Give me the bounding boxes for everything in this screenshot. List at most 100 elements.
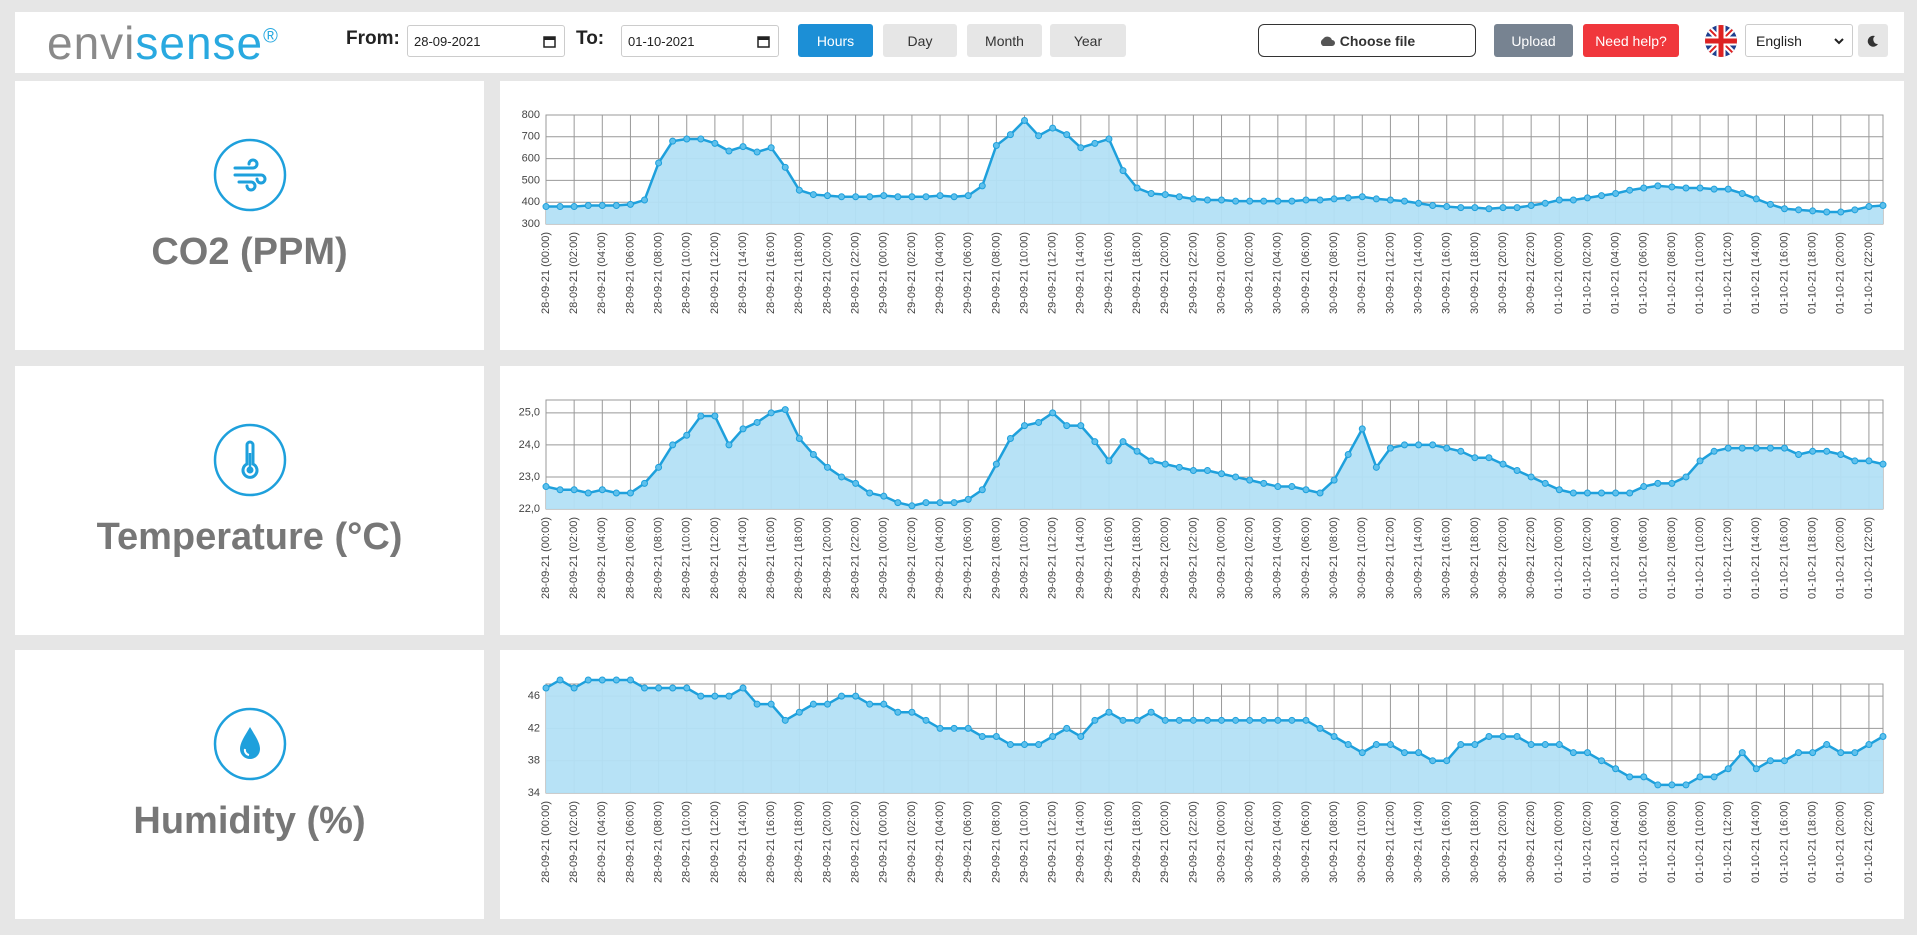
x-tick-label: 30-09-21 (16:00) <box>1441 801 1453 883</box>
point <box>838 193 846 201</box>
point <box>1035 132 1043 140</box>
day-button[interactable]: Day <box>883 24 957 57</box>
point <box>725 147 733 155</box>
point <box>1147 189 1155 197</box>
point <box>781 163 789 171</box>
point <box>1344 451 1352 458</box>
point <box>1598 489 1606 497</box>
point <box>1443 757 1451 765</box>
x-tick-label: 01-10-21 (14:00) <box>1750 517 1762 599</box>
to-date[interactable]: 01-10-2021 <box>621 25 779 57</box>
x-tick-label: 01-10-21 (22:00) <box>1863 517 1875 599</box>
point <box>1386 444 1394 452</box>
co2-chart-panel: 300 400 500 600 700 800 28-09-21 (00:00) 28-09-… <box>500 81 1904 350</box>
point <box>1738 749 1746 757</box>
point <box>1823 208 1831 216</box>
from-date[interactable]: 28-09-2021 <box>407 25 565 57</box>
x-tick-label: 29-09-21 (20:00) <box>1159 517 1171 599</box>
point <box>1344 194 1352 202</box>
x-tick-label: 01-10-21 (20:00) <box>1835 801 1847 883</box>
point <box>1823 741 1831 749</box>
x-tick-label: 30-09-21 (06:00) <box>1300 517 1312 599</box>
y-tick-label: 23,0 <box>519 471 540 483</box>
x-tick-label: 01-10-21 (04:00) <box>1610 232 1622 314</box>
x-tick-label: 29-09-21 (22:00) <box>1187 801 1199 883</box>
point <box>1316 196 1324 204</box>
flag-icon[interactable] <box>1705 25 1737 57</box>
help-button[interactable]: Need help? <box>1583 24 1679 57</box>
point <box>936 724 944 732</box>
x-tick-label: 29-09-21 (00:00) <box>878 801 890 883</box>
hours-button[interactable]: Hours <box>798 24 873 57</box>
point <box>697 692 705 700</box>
point <box>1203 716 1211 724</box>
upload-button[interactable]: Upload <box>1494 24 1573 57</box>
point <box>978 486 986 494</box>
month-button[interactable]: Month <box>967 24 1042 57</box>
point <box>908 193 916 201</box>
point <box>809 191 817 199</box>
x-tick-label: 30-09-21 (16:00) <box>1441 232 1453 314</box>
point <box>1133 447 1141 455</box>
x-tick-label: 29-09-21 (02:00) <box>906 801 918 883</box>
point <box>1696 773 1704 781</box>
to-label: To: <box>576 28 605 49</box>
point <box>1682 781 1690 789</box>
x-tick-label: 29-09-21 (06:00) <box>962 232 974 314</box>
point <box>1851 749 1859 757</box>
point <box>1513 732 1521 740</box>
point <box>866 193 874 201</box>
x-tick-label: 28-09-21 (06:00) <box>624 801 636 883</box>
x-tick-label: 01-10-21 (14:00) <box>1750 801 1762 883</box>
x-tick-label: 30-09-21 (22:00) <box>1525 517 1537 599</box>
logo-part: sense <box>135 17 264 69</box>
point <box>655 684 663 692</box>
point <box>866 700 874 708</box>
x-tick-label: 29-09-21 (02:00) <box>906 232 918 314</box>
point <box>1513 204 1521 212</box>
point <box>1203 467 1211 475</box>
point <box>852 692 860 700</box>
point <box>809 451 817 458</box>
language-select[interactable]: English <box>1745 24 1853 57</box>
point <box>1246 197 1254 205</box>
point <box>781 716 789 724</box>
x-tick-label: 01-10-21 (18:00) <box>1807 232 1819 314</box>
point <box>1499 204 1507 212</box>
point <box>1049 409 1057 417</box>
point <box>1457 447 1465 455</box>
point <box>852 479 860 487</box>
point <box>1527 741 1535 749</box>
x-tick-label: 28-09-21 (12:00) <box>709 801 721 883</box>
point <box>978 732 986 740</box>
year-button[interactable]: Year <box>1050 24 1126 57</box>
point <box>1541 741 1549 749</box>
x-tick-label: 28-09-21 (10:00) <box>681 517 693 599</box>
point <box>795 186 803 194</box>
point <box>1527 201 1535 209</box>
point <box>1555 486 1563 494</box>
point <box>1063 724 1071 732</box>
point <box>1063 131 1071 139</box>
y-tick-label: 24,0 <box>519 439 540 451</box>
y-tick-label: 46 <box>528 690 540 702</box>
point <box>1879 201 1887 209</box>
point <box>1372 195 1380 203</box>
point <box>964 192 972 200</box>
x-tick-label: 30-09-21 (10:00) <box>1356 232 1368 314</box>
x-tick-label: 01-10-21 (10:00) <box>1694 801 1706 883</box>
point <box>1598 757 1606 765</box>
x-tick-label: 30-09-21 (06:00) <box>1300 801 1312 883</box>
choose-file-button[interactable]: Choose file <box>1258 24 1476 57</box>
x-tick-label: 28-09-21 (16:00) <box>765 517 777 599</box>
point <box>1133 184 1141 192</box>
x-tick-label: 29-09-21 (08:00) <box>990 801 1002 883</box>
dark-mode-button[interactable] <box>1858 24 1888 57</box>
point <box>542 203 550 211</box>
x-tick-label: 01-10-21 (20:00) <box>1835 232 1847 314</box>
point <box>1682 184 1690 192</box>
point <box>1232 473 1240 481</box>
point <box>1823 447 1831 455</box>
point <box>1696 184 1704 192</box>
point <box>612 676 620 684</box>
